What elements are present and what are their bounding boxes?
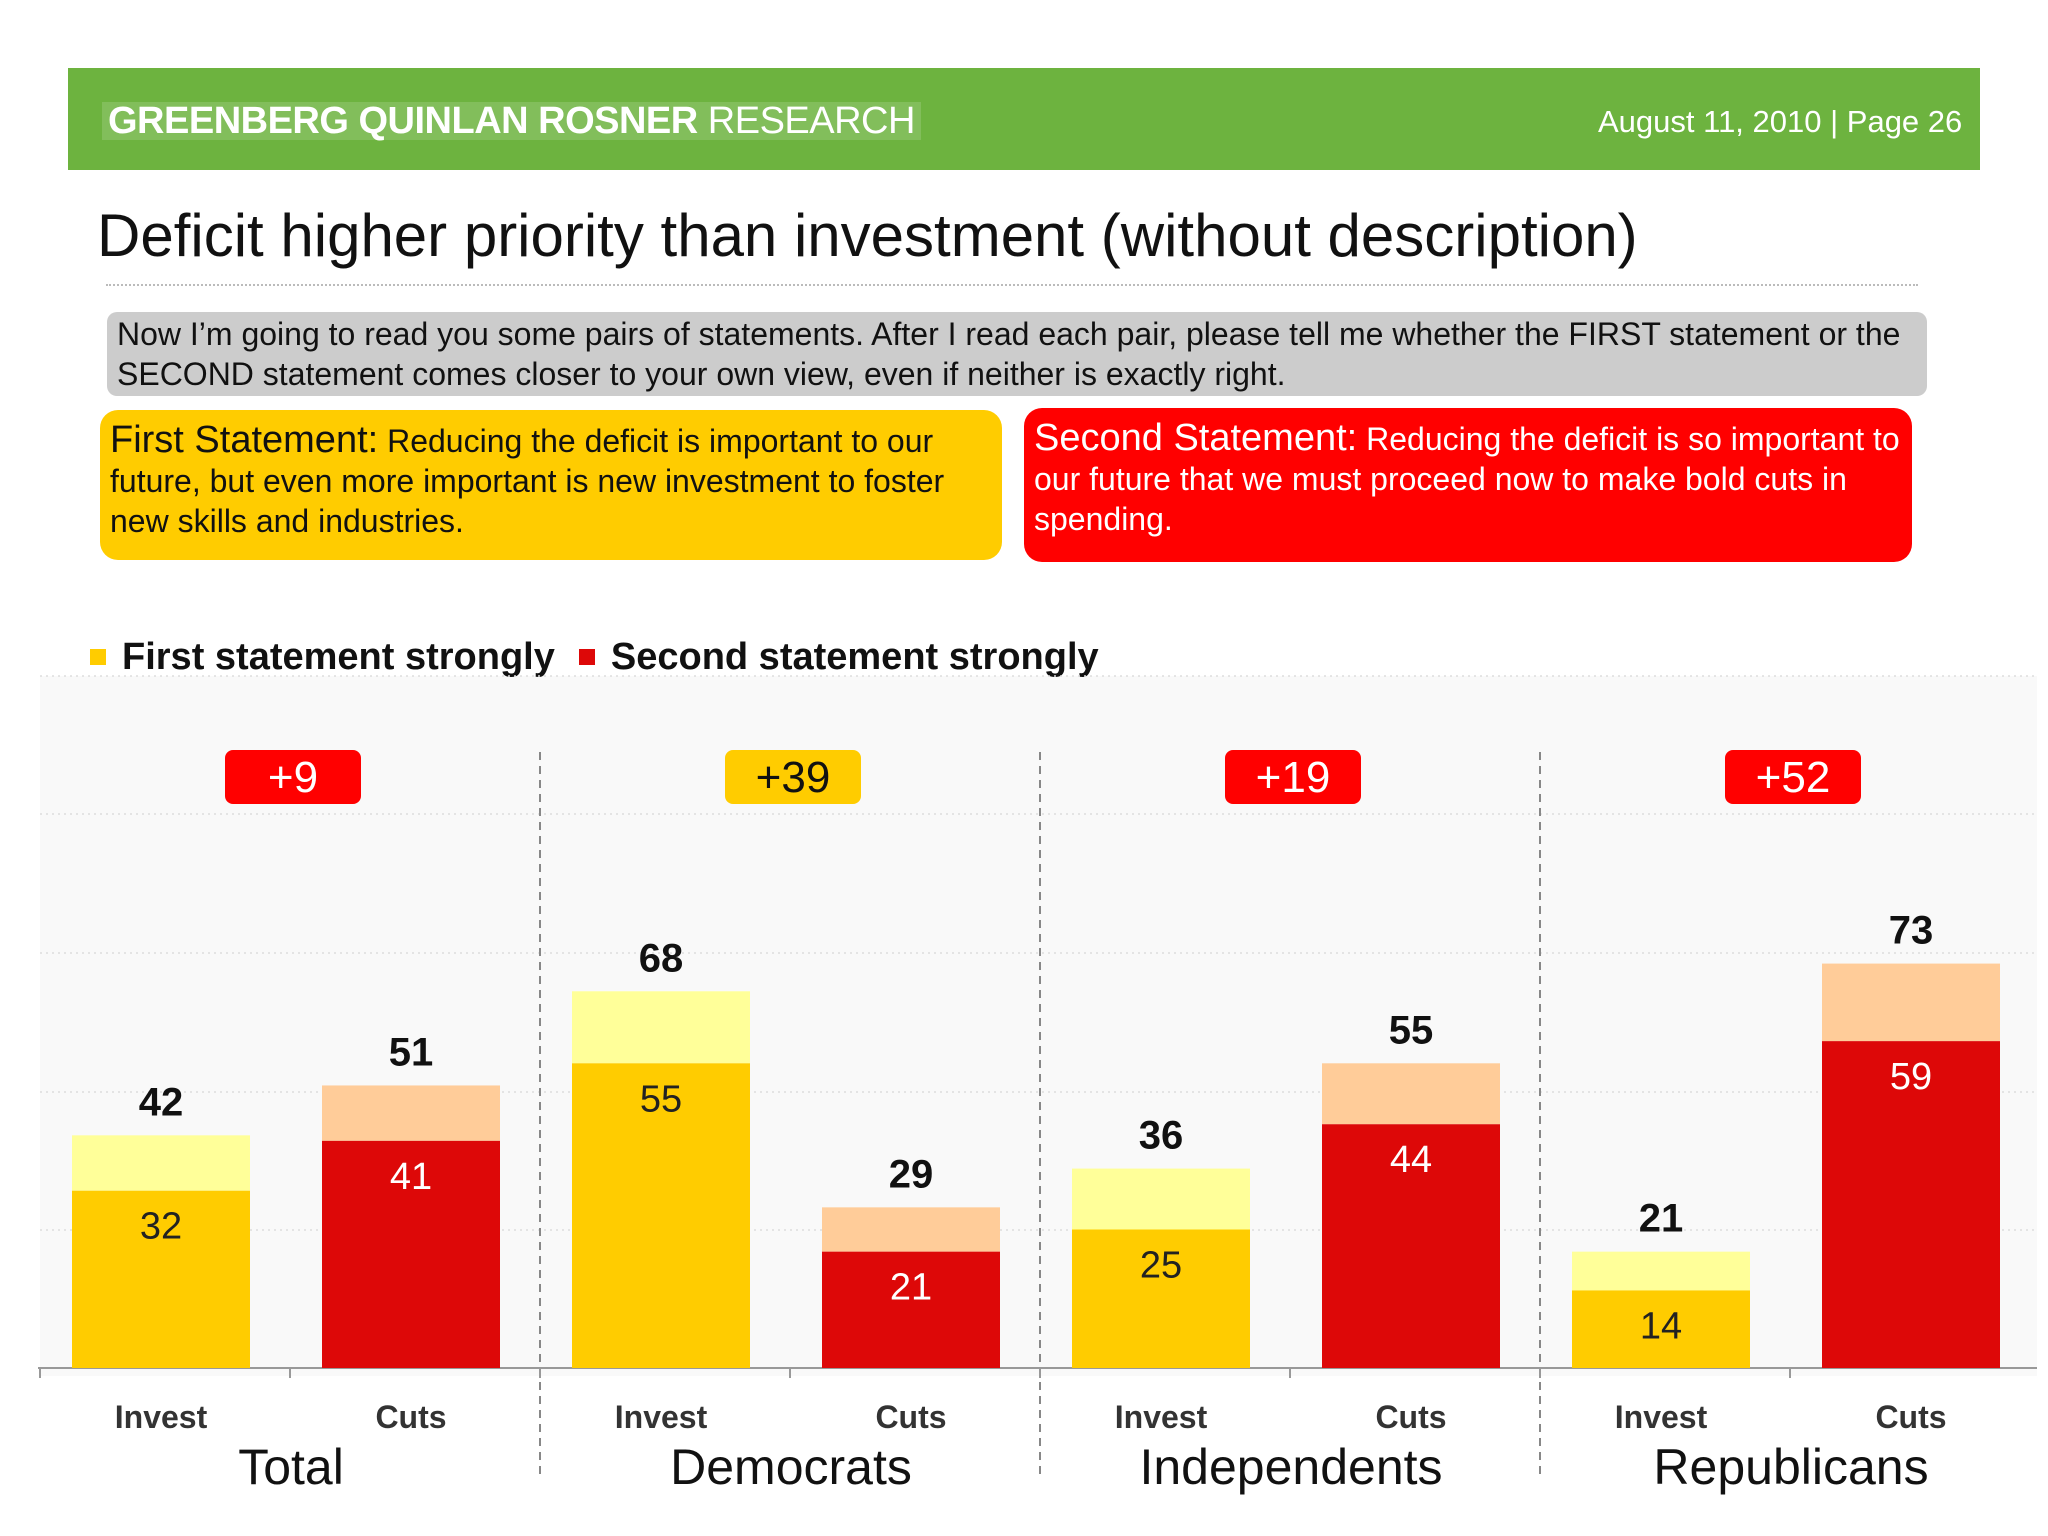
- x-tick-label: Invest: [1615, 1399, 1708, 1435]
- net-badge-label: +9: [268, 753, 318, 802]
- bar-total-label: 21: [1639, 1197, 1684, 1241]
- net-badge: [1725, 750, 1861, 804]
- header-band: [68, 68, 1980, 170]
- net-badge: [725, 750, 861, 804]
- firm-logo: GREENBERG QUINLAN ROSNER RESEARCH: [102, 102, 921, 140]
- second-statement-text: Reducing the deficit is so important to …: [1034, 421, 1900, 537]
- x-tick-label: Invest: [615, 1399, 708, 1435]
- bar-segment-weak: [72, 1135, 250, 1191]
- bar-total-label: 73: [1889, 909, 1934, 953]
- firm-name-bold: GREENBERG QUINLAN ROSNER: [108, 100, 698, 142]
- bar-total-label: 51: [389, 1030, 434, 1074]
- net-badge-label: +39: [756, 753, 831, 802]
- page-title: Deficit higher priority than investment …: [97, 202, 1638, 269]
- group-label: Democrats: [670, 1439, 912, 1495]
- legend-item-second: Second statement strongly: [578, 635, 1099, 679]
- x-tick-label: Invest: [115, 1399, 208, 1435]
- second-statement-box: Second Statement: Reducing the deficit i…: [1024, 408, 1912, 562]
- second-statement-label: Second Statement:: [1034, 417, 1358, 459]
- bar-total-label: 36: [1139, 1114, 1184, 1158]
- bar-segment-strong: [1072, 1229, 1250, 1368]
- question-box: Now I’m going to read you some pairs of …: [107, 312, 1927, 396]
- bar-segment-weak: [1572, 1251, 1750, 1291]
- date-page-label: August 11, 2010 | Page 26: [1598, 104, 1963, 139]
- x-tick-label: Cuts: [375, 1399, 446, 1435]
- title-divider: [106, 284, 1918, 286]
- x-tick-label: Cuts: [1875, 1399, 1946, 1435]
- group-label: Independents: [1139, 1439, 1442, 1495]
- x-tick-label: Cuts: [1375, 1399, 1446, 1435]
- bar-segment-weak: [572, 991, 750, 1064]
- legend-swatch-second: [578, 649, 595, 665]
- bar-strong-label: 25: [1140, 1245, 1182, 1287]
- bar-segment-strong: [72, 1190, 250, 1368]
- bar-segment-weak: [1822, 963, 2000, 1042]
- legend-item-first: First statement strongly: [90, 636, 555, 679]
- first-statement-label: First Statement:: [110, 419, 379, 461]
- bar-segment-strong: [1322, 1124, 1500, 1368]
- bar-strong-label: 41: [390, 1156, 432, 1198]
- group-label: Total: [238, 1439, 344, 1495]
- net-badge-label: +19: [1256, 753, 1331, 802]
- bar-strong-label: 21: [890, 1267, 932, 1309]
- bar-segment-weak: [322, 1085, 500, 1141]
- bar-total-label: 42: [139, 1080, 184, 1124]
- bar-segment-strong: [1572, 1290, 1750, 1368]
- first-statement-text: Reducing the deficit is important to our…: [110, 423, 945, 539]
- first-statement-box: First Statement: Reducing the deficit is…: [100, 410, 1002, 560]
- bar-total-label: 29: [889, 1152, 934, 1196]
- bar-segment-strong: [1822, 1041, 2000, 1368]
- bar-strong-label: 44: [1390, 1139, 1432, 1181]
- firm-name-light: RESEARCH: [707, 100, 916, 142]
- bar-segment-weak: [1322, 1063, 1500, 1125]
- net-badge: [225, 750, 361, 804]
- bar-segment-strong: [572, 1063, 750, 1368]
- legend-label-second: Second statement strongly: [610, 635, 1099, 678]
- bar-strong-label: 32: [140, 1206, 182, 1248]
- x-tick-label: Invest: [1115, 1399, 1208, 1435]
- legend-swatch-first: [90, 649, 106, 665]
- x-tick-label: Cuts: [875, 1399, 946, 1435]
- bar-segment-strong: [822, 1251, 1000, 1368]
- legend-label-first: First statement strongly: [122, 635, 555, 678]
- bar-strong-label: 55: [640, 1078, 682, 1120]
- bar-segment-weak: [1072, 1168, 1250, 1230]
- net-badge: [1225, 750, 1361, 804]
- group-label: Republicans: [1653, 1439, 1928, 1495]
- bar-total-label: 68: [639, 936, 684, 980]
- net-badge-label: +52: [1756, 753, 1831, 802]
- bar-total-label: 55: [1389, 1008, 1434, 1052]
- chart-legend: First statement strongly Second statemen…: [90, 632, 1123, 682]
- bar-segment-weak: [822, 1207, 1000, 1252]
- bar-strong-label: 59: [1890, 1056, 1932, 1098]
- bar-segment-strong: [322, 1140, 500, 1368]
- bar-strong-label: 14: [1640, 1305, 1682, 1347]
